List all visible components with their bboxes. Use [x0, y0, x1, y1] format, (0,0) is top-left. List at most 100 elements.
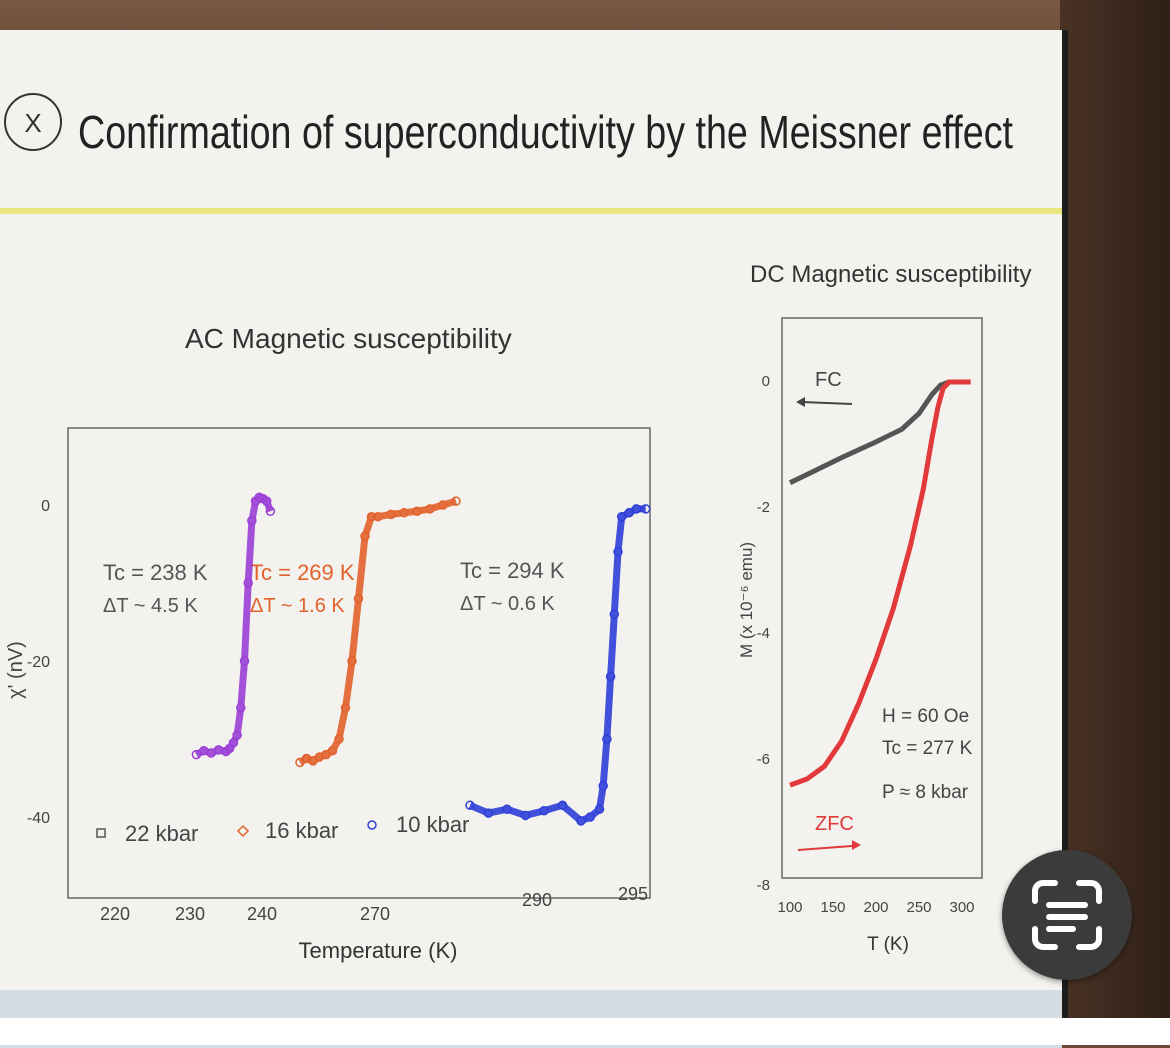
dc-xlabel: T (K)	[867, 934, 909, 955]
dc-param-field: H = 60 Oe	[882, 706, 969, 727]
projection-screen: X Confirmation of superconductivity by t…	[0, 30, 1062, 1048]
scan-text-icon	[1032, 880, 1102, 950]
slide-canvas: X Confirmation of superconductivity by t…	[0, 93, 1062, 963]
ac-point-1-17	[438, 500, 448, 510]
ac-point-1-5	[327, 745, 338, 756]
ac-xtick-240: 240	[247, 904, 277, 924]
ac-point-1-16	[425, 504, 435, 514]
ac-point-2-10	[602, 734, 612, 744]
ac-ytick-0: 0	[41, 498, 50, 515]
ac-xlabel: Temperature (K)	[299, 938, 458, 963]
ac-point-2-0	[465, 800, 475, 811]
dc-label-zfc: ZFC	[815, 813, 854, 835]
dc-series-group	[788, 379, 971, 788]
dc-xtick-100: 100	[777, 899, 802, 916]
ac-point-1-13	[386, 509, 396, 520]
ac-point-2-9	[598, 781, 608, 791]
ac-point-2-8	[594, 804, 605, 814]
ac-point-2-11	[605, 671, 616, 682]
ac-point-1-9	[353, 593, 364, 604]
slide-title: Confirmation of superconductivity by the…	[78, 106, 1013, 158]
ac-xtick-230: 230	[175, 904, 205, 924]
ac-xtick-220: 220	[100, 904, 130, 924]
zfc-arrow-head	[852, 840, 861, 850]
ac-point-2-1	[483, 808, 494, 818]
ac-point-0-6	[228, 738, 239, 748]
dc-xtick-200: 200	[863, 899, 888, 916]
ac-chart-title: AC Magnetic susceptibility	[185, 323, 512, 354]
legend-label-22kbar: 22 kbar	[125, 821, 198, 846]
ac-point-2-15	[624, 508, 634, 518]
phone-bottom-bar	[0, 1018, 1170, 1045]
ac-point-0-16	[265, 506, 276, 516]
zfc-arrow-line	[797, 845, 853, 851]
ac-point-2-17	[641, 504, 651, 514]
ac-point-1-10	[360, 531, 370, 541]
dc-label-fc: FC	[815, 369, 842, 391]
ac-point-2-2	[502, 804, 512, 814]
dc-param-tc: Tc = 277 K	[882, 738, 973, 759]
ac-series-line-1	[298, 497, 458, 766]
ac-point-1-6	[334, 734, 344, 744]
legend-marker-22kbar	[96, 828, 106, 838]
ac-point-1-15	[412, 506, 422, 516]
slide-badge: X	[24, 108, 41, 138]
ac-chart: 0 -20 -40 χ' (nV) 220 230 240 270 290 29…	[5, 427, 651, 963]
dc-xtick-250: 250	[906, 899, 931, 916]
ac-point-1-7	[340, 703, 351, 713]
ac-point-2-6	[576, 816, 586, 826]
ac-point-0-7	[232, 730, 242, 740]
ac-series-group	[191, 492, 651, 826]
ac-point-2-7	[585, 812, 595, 822]
dc-ylabel: M (x 10⁻⁶ emu)	[737, 542, 756, 658]
ac-point-2-16	[631, 504, 642, 514]
fc-arrow-head	[796, 397, 805, 407]
ac-point-0-11	[247, 515, 257, 526]
ac-point-2-3	[520, 810, 531, 821]
ac-point-1-14	[399, 508, 409, 518]
dc-ytick-1: -2	[757, 499, 770, 516]
ac-xtick-290: 290	[522, 890, 552, 910]
dc-ytick-4: -8	[757, 877, 770, 894]
dc-xtick-300: 300	[949, 899, 974, 916]
dc-chart: 0 -2 -4 -6 -8 M (x 10⁻⁶ emu) 100 150 200…	[737, 317, 983, 955]
ac-point-2-12	[609, 609, 620, 619]
ac-ytick-2: -40	[27, 810, 50, 827]
ac-dt-10kbar: ΔT ~ 0.6 K	[460, 593, 555, 615]
slide-badge-circle	[4, 93, 62, 151]
ac-point-1-3	[314, 752, 325, 762]
scan-text-button[interactable]	[1002, 850, 1132, 980]
ac-ytick-1: -20	[27, 654, 50, 671]
ac-point-0-0	[191, 749, 202, 760]
ac-point-1-11	[366, 511, 377, 522]
legend-label-16kbar: 16 kbar	[265, 818, 338, 843]
dc-ytick-0: 0	[762, 373, 770, 390]
ac-point-2-4	[539, 806, 549, 816]
ac-point-0-9	[239, 656, 250, 666]
ac-point-1-1	[301, 753, 312, 764]
ac-point-1-12	[373, 511, 383, 522]
dc-plot-frame	[781, 317, 983, 879]
ac-tc-22kbar: Tc = 238 K	[103, 560, 208, 585]
ac-point-1-18	[451, 496, 461, 506]
dc-series-zfc	[789, 379, 971, 788]
ac-series-line-2	[468, 505, 646, 825]
dc-ytick-2: -4	[757, 625, 770, 642]
legend-label-10kbar: 10 kbar	[396, 812, 469, 837]
ac-point-2-14	[616, 511, 627, 522]
ac-plot-frame	[67, 427, 651, 899]
dc-xtick-150: 150	[820, 899, 845, 916]
ac-point-2-5	[557, 800, 568, 811]
legend-marker-16kbar	[236, 824, 250, 838]
title-underline	[0, 208, 1062, 214]
fc-arrow-line	[801, 401, 853, 405]
legend-marker-10kbar	[367, 820, 377, 830]
ac-tc-10kbar: Tc = 294 K	[460, 558, 565, 583]
ac-point-0-10	[243, 578, 253, 588]
dc-ytick-3: -6	[757, 751, 770, 768]
ac-dt-16kbar: ΔT ~ 1.6 K	[250, 595, 345, 617]
ac-tc-16kbar: Tc = 269 K	[250, 560, 355, 585]
ac-ylabel: χ' (nV)	[5, 641, 27, 699]
dc-chart-title: DC Magnetic susceptibility	[750, 261, 1031, 288]
ac-point-1-8	[347, 656, 357, 666]
